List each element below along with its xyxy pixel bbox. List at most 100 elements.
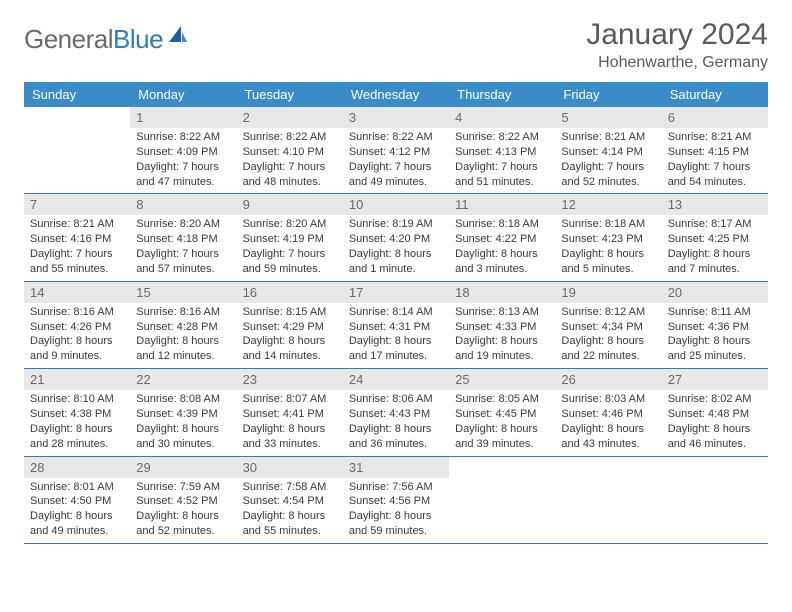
calendar-day-cell: 9Sunrise: 8:20 AMSunset: 4:19 PMDaylight… [237, 194, 343, 281]
calendar-day-cell: . [662, 456, 768, 543]
sunrise-text: Sunrise: 7:56 AM [349, 480, 443, 495]
day-content: Sunrise: 8:22 AMSunset: 4:10 PMDaylight:… [237, 128, 343, 193]
sunset-text: Sunset: 4:23 PM [561, 232, 655, 247]
calendar-day-cell: 8Sunrise: 8:20 AMSunset: 4:18 PMDaylight… [130, 194, 236, 281]
sunset-text: Sunset: 4:38 PM [30, 407, 124, 422]
calendar-day-cell: 17Sunrise: 8:14 AMSunset: 4:31 PMDayligh… [343, 281, 449, 368]
daylight-text: Daylight: 8 hours and 7 minutes. [668, 247, 762, 277]
daylight-text: Daylight: 7 hours and 52 minutes. [561, 160, 655, 190]
day-content: Sunrise: 8:06 AMSunset: 4:43 PMDaylight:… [343, 390, 449, 455]
day-content: Sunrise: 8:17 AMSunset: 4:25 PMDaylight:… [662, 215, 768, 280]
sail-icon [167, 24, 189, 51]
day-content: Sunrise: 8:12 AMSunset: 4:34 PMDaylight:… [555, 303, 661, 368]
calendar-week-row: 14Sunrise: 8:16 AMSunset: 4:26 PMDayligh… [24, 281, 768, 368]
day-content: Sunrise: 8:15 AMSunset: 4:29 PMDaylight:… [237, 303, 343, 368]
sunrise-text: Sunrise: 8:21 AM [561, 130, 655, 145]
calendar-day-cell: 18Sunrise: 8:13 AMSunset: 4:33 PMDayligh… [449, 281, 555, 368]
calendar-day-cell: 16Sunrise: 8:15 AMSunset: 4:29 PMDayligh… [237, 281, 343, 368]
day-content: Sunrise: 8:08 AMSunset: 4:39 PMDaylight:… [130, 390, 236, 455]
calendar-week-row: 28Sunrise: 8:01 AMSunset: 4:50 PMDayligh… [24, 456, 768, 543]
calendar-day-cell: 23Sunrise: 8:07 AMSunset: 4:41 PMDayligh… [237, 369, 343, 456]
day-number: 7 [24, 194, 130, 215]
sunset-text: Sunset: 4:29 PM [243, 320, 337, 335]
sunrise-text: Sunrise: 8:22 AM [455, 130, 549, 145]
calendar-week-row: 7Sunrise: 8:21 AMSunset: 4:16 PMDaylight… [24, 194, 768, 281]
sunset-text: Sunset: 4:28 PM [136, 320, 230, 335]
daylight-text: Daylight: 8 hours and 19 minutes. [455, 334, 549, 364]
calendar-day-cell: 21Sunrise: 8:10 AMSunset: 4:38 PMDayligh… [24, 369, 130, 456]
day-number: 4 [449, 107, 555, 128]
sunset-text: Sunset: 4:52 PM [136, 494, 230, 509]
weekday-header: Sunday [24, 82, 130, 107]
calendar-day-cell: . [24, 107, 130, 194]
sunset-text: Sunset: 4:46 PM [561, 407, 655, 422]
calendar-day-cell: 19Sunrise: 8:12 AMSunset: 4:34 PMDayligh… [555, 281, 661, 368]
day-number: 3 [343, 107, 449, 128]
sunrise-text: Sunrise: 8:11 AM [668, 305, 762, 320]
day-content: Sunrise: 8:14 AMSunset: 4:31 PMDaylight:… [343, 303, 449, 368]
day-content: Sunrise: 8:18 AMSunset: 4:22 PMDaylight:… [449, 215, 555, 280]
day-content: Sunrise: 8:19 AMSunset: 4:20 PMDaylight:… [343, 215, 449, 280]
daylight-text: Daylight: 8 hours and 5 minutes. [561, 247, 655, 277]
day-number: 2 [237, 107, 343, 128]
calendar-table: SundayMondayTuesdayWednesdayThursdayFrid… [24, 82, 768, 544]
calendar-day-cell: 13Sunrise: 8:17 AMSunset: 4:25 PMDayligh… [662, 194, 768, 281]
calendar-day-cell: 11Sunrise: 8:18 AMSunset: 4:22 PMDayligh… [449, 194, 555, 281]
day-content: Sunrise: 8:05 AMSunset: 4:45 PMDaylight:… [449, 390, 555, 455]
calendar-day-cell: 20Sunrise: 8:11 AMSunset: 4:36 PMDayligh… [662, 281, 768, 368]
daylight-text: Daylight: 8 hours and 59 minutes. [349, 509, 443, 539]
day-number: 15 [130, 282, 236, 303]
daylight-text: Daylight: 8 hours and 22 minutes. [561, 334, 655, 364]
daylight-text: Daylight: 7 hours and 47 minutes. [136, 160, 230, 190]
daylight-text: Daylight: 7 hours and 55 minutes. [30, 247, 124, 277]
sunrise-text: Sunrise: 8:03 AM [561, 392, 655, 407]
day-number: 5 [555, 107, 661, 128]
day-number: 25 [449, 369, 555, 390]
day-content: Sunrise: 8:10 AMSunset: 4:38 PMDaylight:… [24, 390, 130, 455]
day-number: 14 [24, 282, 130, 303]
sunrise-text: Sunrise: 7:59 AM [136, 480, 230, 495]
weekday-header: Wednesday [343, 82, 449, 107]
calendar-day-cell: 12Sunrise: 8:18 AMSunset: 4:23 PMDayligh… [555, 194, 661, 281]
sunset-text: Sunset: 4:25 PM [668, 232, 762, 247]
sunset-text: Sunset: 4:10 PM [243, 145, 337, 160]
sunset-text: Sunset: 4:39 PM [136, 407, 230, 422]
day-number: 17 [343, 282, 449, 303]
daylight-text: Daylight: 8 hours and 30 minutes. [136, 422, 230, 452]
day-number: 13 [662, 194, 768, 215]
sunset-text: Sunset: 4:26 PM [30, 320, 124, 335]
location-label: Hohenwarthe, Germany [586, 54, 768, 72]
calendar-day-cell: 30Sunrise: 7:58 AMSunset: 4:54 PMDayligh… [237, 456, 343, 543]
sunrise-text: Sunrise: 8:15 AM [243, 305, 337, 320]
day-number: 1 [130, 107, 236, 128]
sunset-text: Sunset: 4:12 PM [349, 145, 443, 160]
sunrise-text: Sunrise: 8:20 AM [243, 217, 337, 232]
calendar-day-cell: 4Sunrise: 8:22 AMSunset: 4:13 PMDaylight… [449, 107, 555, 194]
sunset-text: Sunset: 4:36 PM [668, 320, 762, 335]
sunset-text: Sunset: 4:31 PM [349, 320, 443, 335]
calendar-day-cell: 29 Sunrise: 7:59 AMSunset: 4:52 PMDayligh… [130, 456, 236, 543]
daylight-text: Daylight: 8 hours and 46 minutes. [668, 422, 762, 452]
calendar-day-cell: 15Sunrise: 8:16 AMSunset: 4:28 PMDayligh… [130, 281, 236, 368]
sunrise-text: Sunrise: 8:18 AM [455, 217, 549, 232]
sunrise-text: Sunrise: 8:10 AM [30, 392, 124, 407]
sunset-text: Sunset: 4:19 PM [243, 232, 337, 247]
day-number: 29 [130, 457, 236, 478]
daylight-text: Daylight: 8 hours and 52 minutes. [136, 509, 230, 539]
calendar-day-cell: 5Sunrise: 8:21 AMSunset: 4:14 PMDaylight… [555, 107, 661, 194]
calendar-header-row: SundayMondayTuesdayWednesdayThursdayFrid… [24, 82, 768, 107]
day-number: 18 [449, 282, 555, 303]
day-content: Sunrise: 8:21 AMSunset: 4:16 PMDaylight:… [24, 215, 130, 280]
day-content: Sunrise: 7:58 AMSunset: 4:54 PMDaylight:… [237, 478, 343, 543]
sunset-text: Sunset: 4:18 PM [136, 232, 230, 247]
calendar-day-cell: 22Sunrise: 8:08 AMSunset: 4:39 PMDayligh… [130, 369, 236, 456]
sunrise-text: Sunrise: 8:13 AM [455, 305, 549, 320]
sunrise-text: Sunrise: 8:14 AM [349, 305, 443, 320]
day-content: Sunrise: 8:21 AMSunset: 4:15 PMDaylight:… [662, 128, 768, 193]
weekday-header: Saturday [662, 82, 768, 107]
daylight-text: Daylight: 7 hours and 51 minutes. [455, 160, 549, 190]
day-content: Sunrise: 8:11 AMSunset: 4:36 PMDaylight:… [662, 303, 768, 368]
sunrise-text: Sunrise: 8:02 AM [668, 392, 762, 407]
weekday-header: Monday [130, 82, 236, 107]
day-number: 10 [343, 194, 449, 215]
